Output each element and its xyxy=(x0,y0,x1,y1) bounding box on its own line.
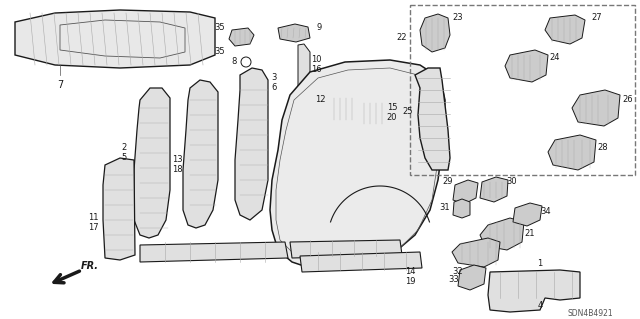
Polygon shape xyxy=(545,15,585,44)
Text: 20: 20 xyxy=(387,114,397,122)
Polygon shape xyxy=(453,180,478,204)
Text: 4: 4 xyxy=(538,301,543,310)
Polygon shape xyxy=(15,10,215,68)
Text: 24: 24 xyxy=(550,54,560,63)
Polygon shape xyxy=(453,199,470,218)
Text: 34: 34 xyxy=(541,207,551,217)
Polygon shape xyxy=(415,68,450,170)
Polygon shape xyxy=(513,203,542,226)
Text: 12: 12 xyxy=(315,95,325,105)
Text: 22: 22 xyxy=(397,33,407,42)
Polygon shape xyxy=(420,14,450,52)
Polygon shape xyxy=(278,24,310,42)
Text: 31: 31 xyxy=(440,204,451,212)
Text: 9: 9 xyxy=(316,24,322,33)
Text: 29: 29 xyxy=(443,177,453,187)
Text: 32: 32 xyxy=(452,268,463,277)
Text: 21: 21 xyxy=(525,228,535,238)
Polygon shape xyxy=(140,242,288,262)
Bar xyxy=(410,5,635,175)
Polygon shape xyxy=(505,50,548,82)
Polygon shape xyxy=(480,218,524,250)
Text: 16: 16 xyxy=(310,65,321,75)
Text: 28: 28 xyxy=(598,144,608,152)
Text: 2: 2 xyxy=(122,144,127,152)
Polygon shape xyxy=(458,265,486,290)
Text: 11: 11 xyxy=(88,213,99,222)
Polygon shape xyxy=(229,28,254,46)
Polygon shape xyxy=(235,68,268,220)
Text: 35: 35 xyxy=(214,48,225,56)
Polygon shape xyxy=(572,90,620,126)
Text: 5: 5 xyxy=(122,153,127,162)
Text: 14: 14 xyxy=(404,268,415,277)
Text: 17: 17 xyxy=(88,224,99,233)
Text: 19: 19 xyxy=(404,278,415,286)
Text: 30: 30 xyxy=(507,177,517,187)
Text: 26: 26 xyxy=(623,95,634,105)
Polygon shape xyxy=(290,240,402,258)
Text: 15: 15 xyxy=(387,103,397,113)
Text: SDN4B4921: SDN4B4921 xyxy=(567,308,613,317)
Polygon shape xyxy=(548,135,596,170)
Polygon shape xyxy=(488,270,580,312)
Text: 3: 3 xyxy=(271,73,276,83)
Text: FR.: FR. xyxy=(81,261,99,271)
Polygon shape xyxy=(480,177,508,202)
Polygon shape xyxy=(103,158,135,260)
Text: 33: 33 xyxy=(449,276,460,285)
Polygon shape xyxy=(298,44,310,98)
Text: 13: 13 xyxy=(172,155,182,165)
Text: 6: 6 xyxy=(271,84,276,93)
Polygon shape xyxy=(183,80,218,228)
Text: 10: 10 xyxy=(311,56,321,64)
Polygon shape xyxy=(360,100,388,126)
Polygon shape xyxy=(134,88,170,238)
Polygon shape xyxy=(330,95,358,122)
Polygon shape xyxy=(270,60,445,270)
Text: 18: 18 xyxy=(172,166,182,174)
Text: 35: 35 xyxy=(214,24,225,33)
Text: 25: 25 xyxy=(403,108,413,116)
Text: 23: 23 xyxy=(452,13,463,23)
Polygon shape xyxy=(452,238,500,267)
Polygon shape xyxy=(300,252,422,272)
Text: 1: 1 xyxy=(538,259,543,269)
Text: 8: 8 xyxy=(231,57,237,66)
Text: 27: 27 xyxy=(592,13,602,23)
Text: 7: 7 xyxy=(57,80,63,90)
